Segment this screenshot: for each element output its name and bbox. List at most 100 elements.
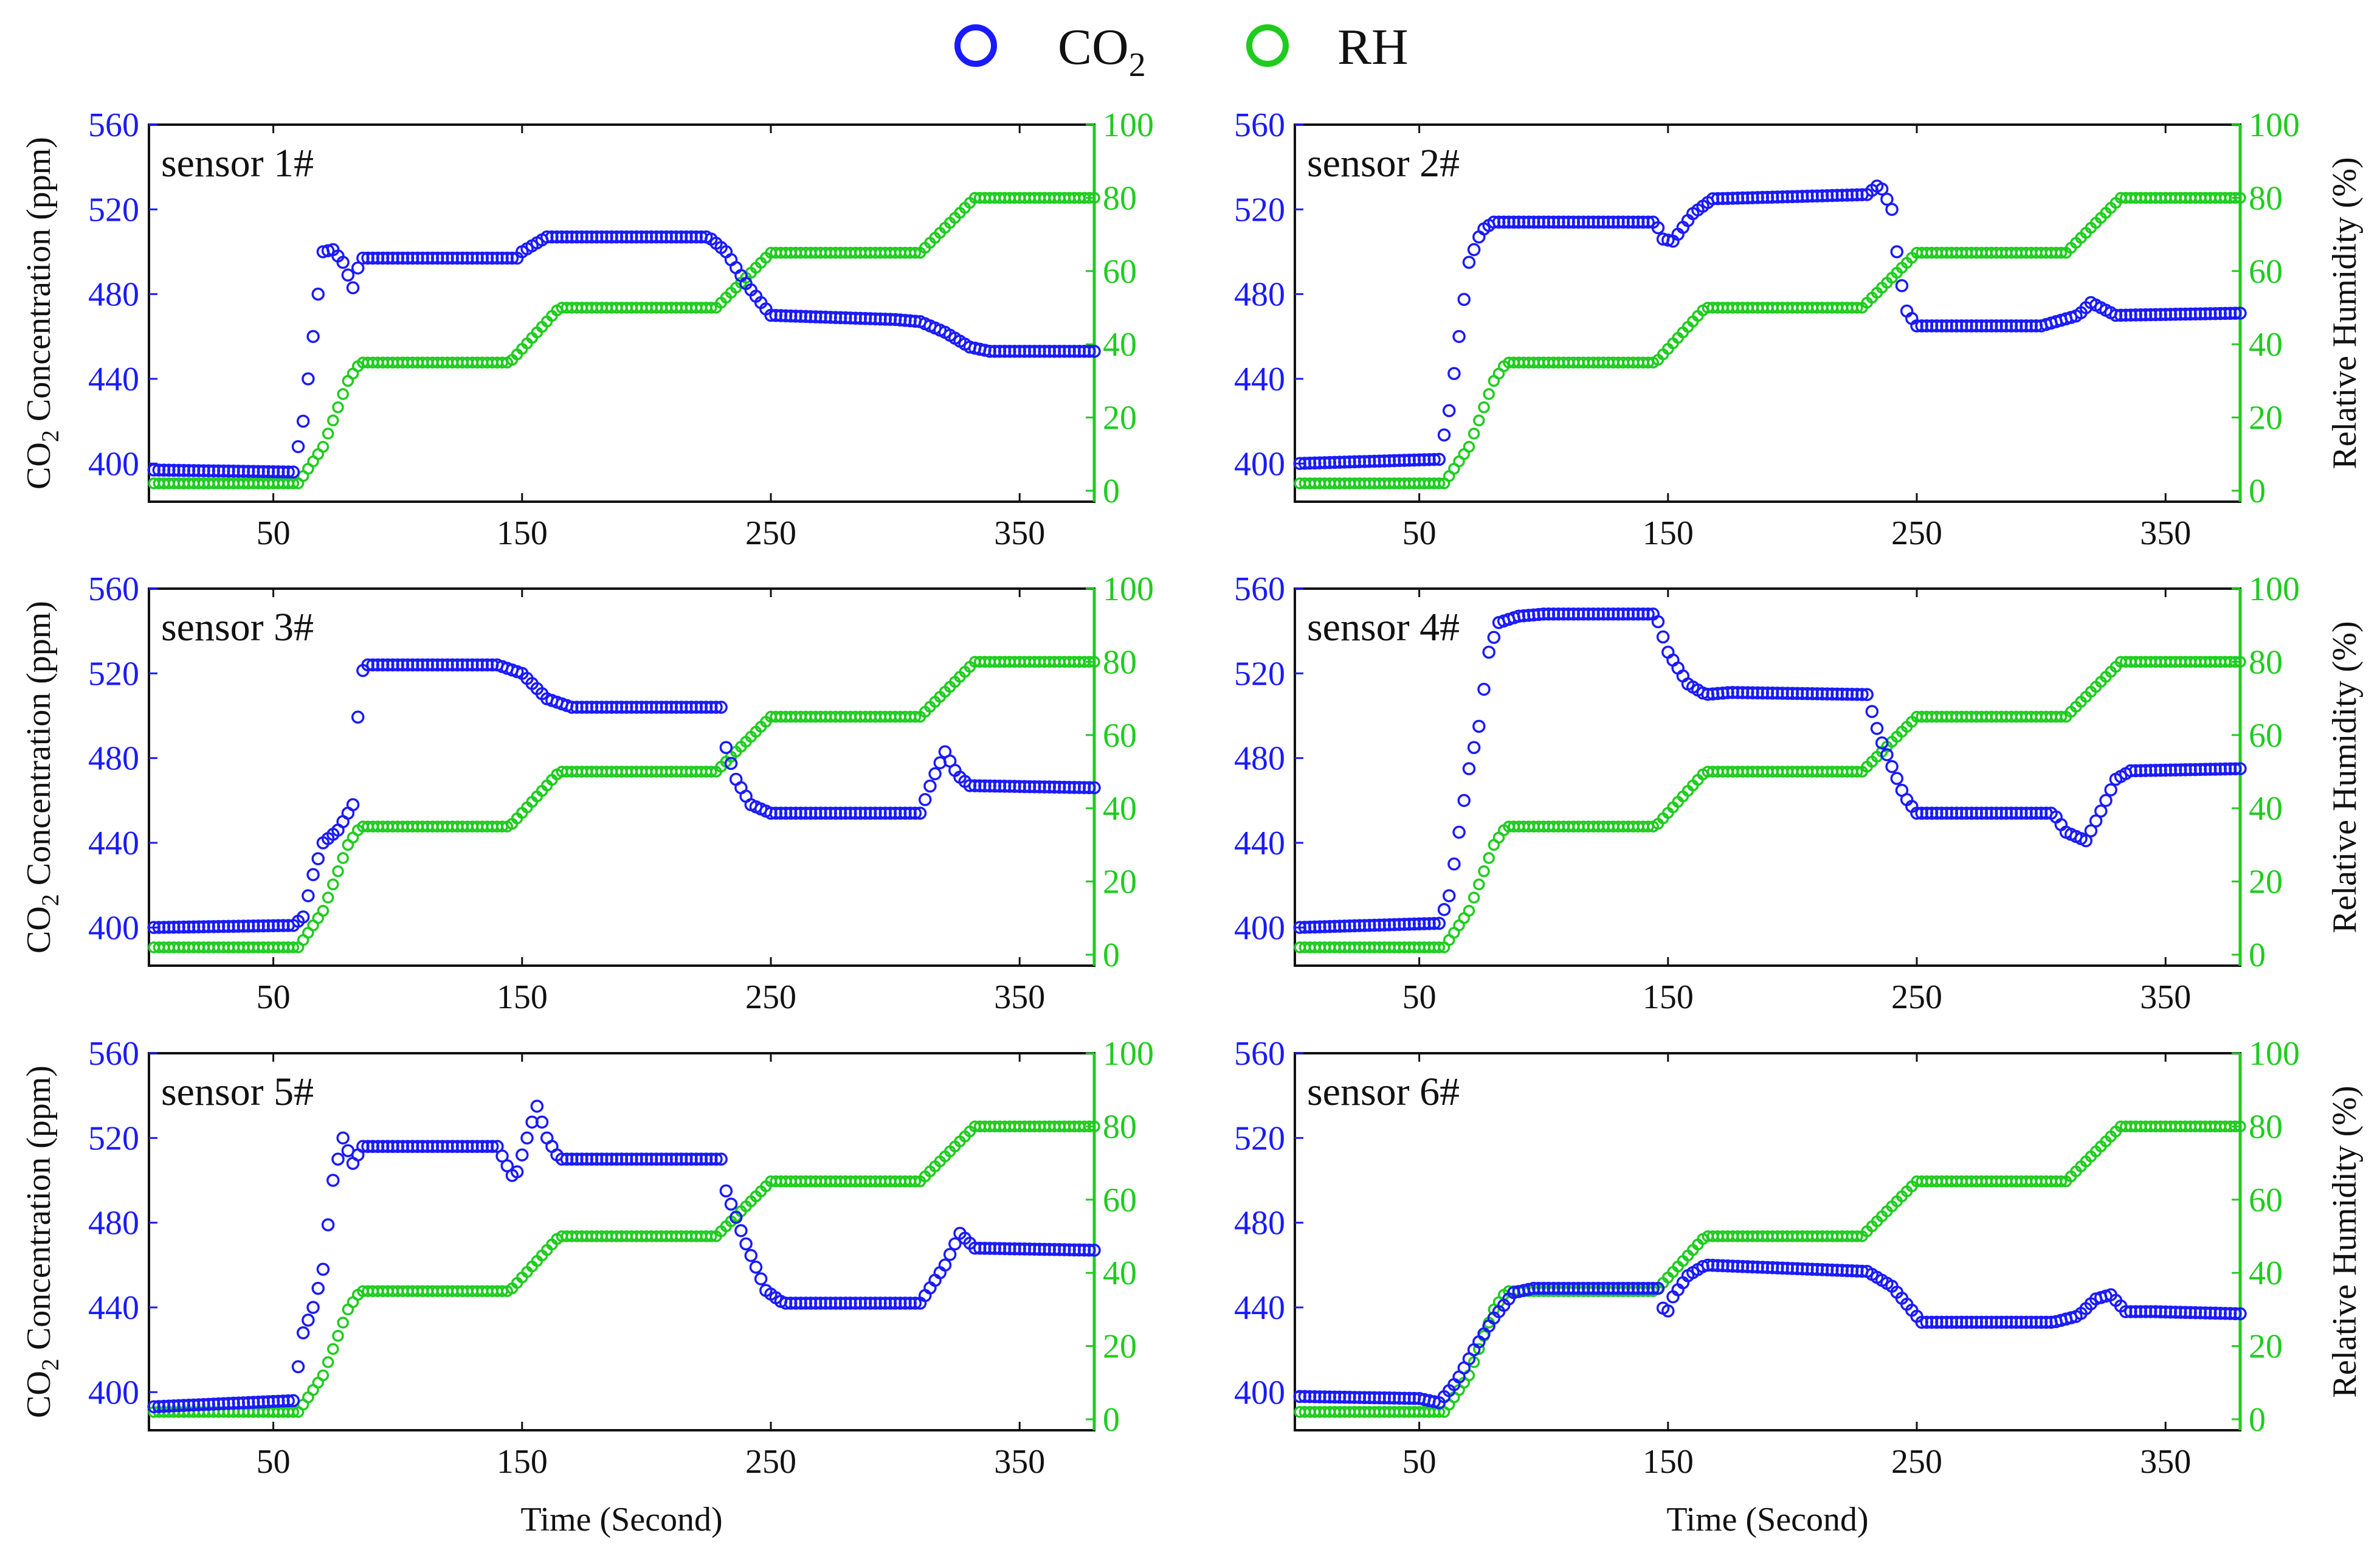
co2-tick-label: 440 <box>88 825 139 862</box>
x-tick-label: 250 <box>1891 514 1942 552</box>
panel-6: 50 150 250 350 400 440 480 520 560 0 20 40 60 80 100 se… <box>1234 1035 2364 1539</box>
co2-series <box>147 1099 1101 1414</box>
co2-point <box>1860 688 1874 701</box>
rh-tick-label: 60 <box>1103 253 1137 291</box>
rh-point <box>705 302 717 314</box>
co2-point <box>913 806 927 820</box>
co2-point <box>2084 824 2098 837</box>
co2-point <box>306 868 320 881</box>
co2-point <box>485 1140 499 1154</box>
x-tick-label: 150 <box>1643 1443 1694 1481</box>
co2-tick-label: 560 <box>1234 106 1285 144</box>
co2-series <box>147 230 1101 479</box>
co2-point <box>1452 825 1466 839</box>
co2-point <box>719 741 733 754</box>
co2-point <box>1427 1395 1441 1408</box>
x-tick-label: 350 <box>2140 978 2191 1016</box>
legend: CO2 RH <box>954 19 1409 84</box>
co2-point <box>1427 452 1441 466</box>
rh-tick-label: 60 <box>2249 717 2283 755</box>
co2-point <box>2104 783 2117 797</box>
co2-point <box>321 1218 335 1231</box>
co2-point <box>2229 762 2242 775</box>
x-tick-label: 50 <box>1402 514 1437 552</box>
rh-tick-label: 60 <box>1103 1182 1137 1219</box>
co2-tick-label: 520 <box>88 191 139 229</box>
rh-point <box>322 427 334 440</box>
rh-point <box>337 388 349 400</box>
co2-point <box>286 1394 300 1407</box>
panel-2: 50 150 250 350 400 440 480 520 560 0 20 40 60 80 100 se… <box>1234 106 2364 552</box>
rh-tick-label: 20 <box>1103 864 1137 901</box>
co2-tick-label: 440 <box>1234 825 1285 862</box>
co2-point <box>2094 804 2108 818</box>
rh-tick-label: 80 <box>2249 1108 2283 1146</box>
co2-tick-label: 400 <box>88 445 139 483</box>
rh-tick-label: 40 <box>2249 790 2283 828</box>
rh-point <box>1433 1406 1446 1418</box>
co2-point <box>505 251 519 265</box>
co2-point <box>302 889 315 902</box>
x-axis-label: Time (Second) <box>1666 1501 1868 1539</box>
legend-co2-marker <box>954 24 997 67</box>
co2-point <box>311 852 325 865</box>
rh-point <box>2229 1120 2241 1133</box>
rh-point <box>1433 941 1446 954</box>
co2-point <box>923 779 937 793</box>
rh-point <box>2229 656 2241 668</box>
co2-point <box>311 1281 325 1295</box>
x-tick-label: 250 <box>1891 1443 1942 1481</box>
x-tick-label: 250 <box>745 978 796 1016</box>
rh-series <box>148 192 1100 490</box>
rh-axis-label: Relative Humidity (%) <box>2326 621 2364 933</box>
co2-point <box>326 1174 340 1187</box>
rh-point <box>322 891 334 904</box>
rh-point <box>317 440 329 453</box>
co2-tick-label: 440 <box>88 361 139 398</box>
rh-point <box>332 1329 344 1342</box>
rh-point <box>909 1175 922 1188</box>
co2-point <box>1661 234 1675 247</box>
co2-point <box>744 1248 758 1262</box>
rh-point <box>1463 440 1475 453</box>
co2-point <box>724 756 738 770</box>
co2-point <box>749 1261 763 1274</box>
rh-tick-label: 0 <box>1103 472 1120 510</box>
rh-tick-label: 40 <box>2249 1255 2283 1292</box>
co2-point <box>729 1211 743 1224</box>
co2-point <box>943 1248 957 1261</box>
co2-point <box>296 910 310 924</box>
co2-point <box>2099 794 2113 808</box>
co2-series <box>1293 607 2247 934</box>
rh-point <box>327 1343 339 1355</box>
co2-point <box>286 465 300 479</box>
co2-series <box>147 658 1101 934</box>
co2-tick-label: 480 <box>1234 276 1285 314</box>
co2-point <box>1890 772 1904 785</box>
x-tick-label: 150 <box>497 1443 548 1481</box>
co2-tick-label: 560 <box>88 1035 139 1073</box>
co2-point <box>2233 1307 2247 1321</box>
co2-point <box>1437 902 1451 916</box>
x-tick-label: 50 <box>257 1443 291 1481</box>
co2-axis-label: CO2 Concentration (ppm) <box>20 601 64 954</box>
co2-point <box>1432 916 1446 930</box>
co2-point <box>520 1131 534 1145</box>
co2-axis-label: CO2 Concentration (ppm) <box>20 137 64 490</box>
rh-point <box>327 414 339 427</box>
rh-tick-label: 0 <box>2249 936 2266 974</box>
co2-tick-label: 560 <box>88 570 139 608</box>
co2-point <box>2229 1307 2242 1320</box>
co2-point <box>1432 452 1446 466</box>
co2-point <box>321 244 335 257</box>
co2-point <box>306 330 320 344</box>
rh-point <box>2229 192 2241 204</box>
co2-point <box>714 701 728 714</box>
co2-point <box>535 1115 549 1129</box>
co2-tick-label: 400 <box>1234 445 1285 483</box>
co2-tick-label: 400 <box>1234 1374 1285 1411</box>
co2-point <box>331 1152 345 1166</box>
co2-point <box>2233 306 2247 320</box>
co2-point <box>938 1258 952 1272</box>
